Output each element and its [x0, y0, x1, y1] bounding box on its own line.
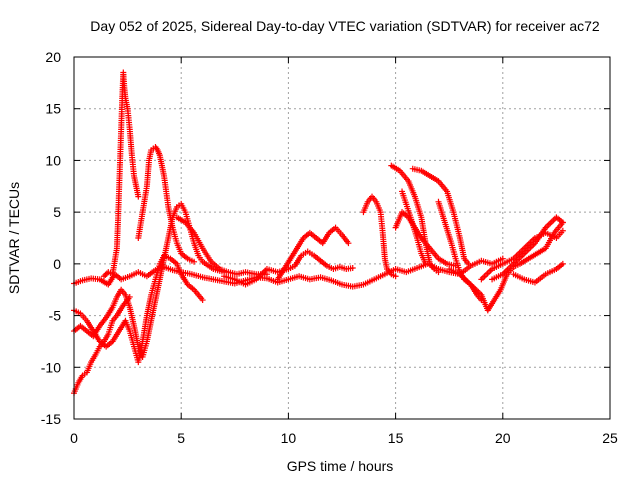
data-point	[559, 227, 566, 234]
series-track-10	[360, 193, 399, 280]
data-point	[345, 240, 352, 247]
series-track-13	[392, 209, 459, 269]
y-tick-label: 5	[53, 204, 61, 220]
series-track-14	[409, 165, 472, 267]
y-tick-label: 0	[53, 256, 61, 272]
y-tick-label: 10	[45, 152, 61, 168]
x-tick-label: 0	[70, 430, 78, 446]
data-point	[499, 255, 506, 262]
x-tick-label: 10	[281, 430, 297, 446]
data-point	[422, 260, 429, 267]
chart-title: Day 052 of 2025, Sidereal Day-to-day VTE…	[90, 18, 600, 34]
series-track-8	[221, 248, 356, 288]
y-tick-label: 15	[45, 101, 61, 117]
y-axis-label: SDTVAR / TECUs	[6, 182, 22, 294]
data-point	[199, 297, 206, 304]
y-tick-label: -15	[41, 411, 61, 427]
x-axis-label: GPS time / hours	[287, 458, 394, 474]
data-point	[349, 264, 356, 271]
series-track-16	[446, 219, 566, 314]
series-track-5	[101, 69, 142, 280]
axis-ticks: 0 5 10 15 20 25 -15 -10 -5 0 5 10 15 20	[41, 49, 618, 446]
series-track-9	[274, 224, 352, 283]
series-track-6	[135, 143, 198, 265]
data-point	[435, 269, 442, 276]
data-point	[135, 193, 142, 200]
x-tick-label: 25	[602, 430, 618, 446]
data-point	[263, 271, 270, 278]
y-tick-label: -10	[41, 359, 61, 375]
series-track-19	[478, 227, 566, 283]
series-track-18	[510, 260, 566, 286]
x-tick-label: 20	[495, 430, 511, 446]
plot-frame	[73, 56, 611, 420]
series-track-4	[71, 252, 206, 366]
data-point	[465, 260, 472, 267]
data-point	[191, 258, 198, 265]
y-tick-label: 20	[45, 49, 61, 65]
y-tick-label: -5	[49, 308, 62, 324]
data-point	[559, 260, 566, 267]
series-track-7	[173, 214, 270, 278]
data-point	[559, 219, 566, 226]
data-points	[71, 69, 566, 397]
x-tick-label: 5	[177, 430, 185, 446]
data-point	[392, 273, 399, 280]
x-tick-label: 15	[388, 430, 404, 446]
